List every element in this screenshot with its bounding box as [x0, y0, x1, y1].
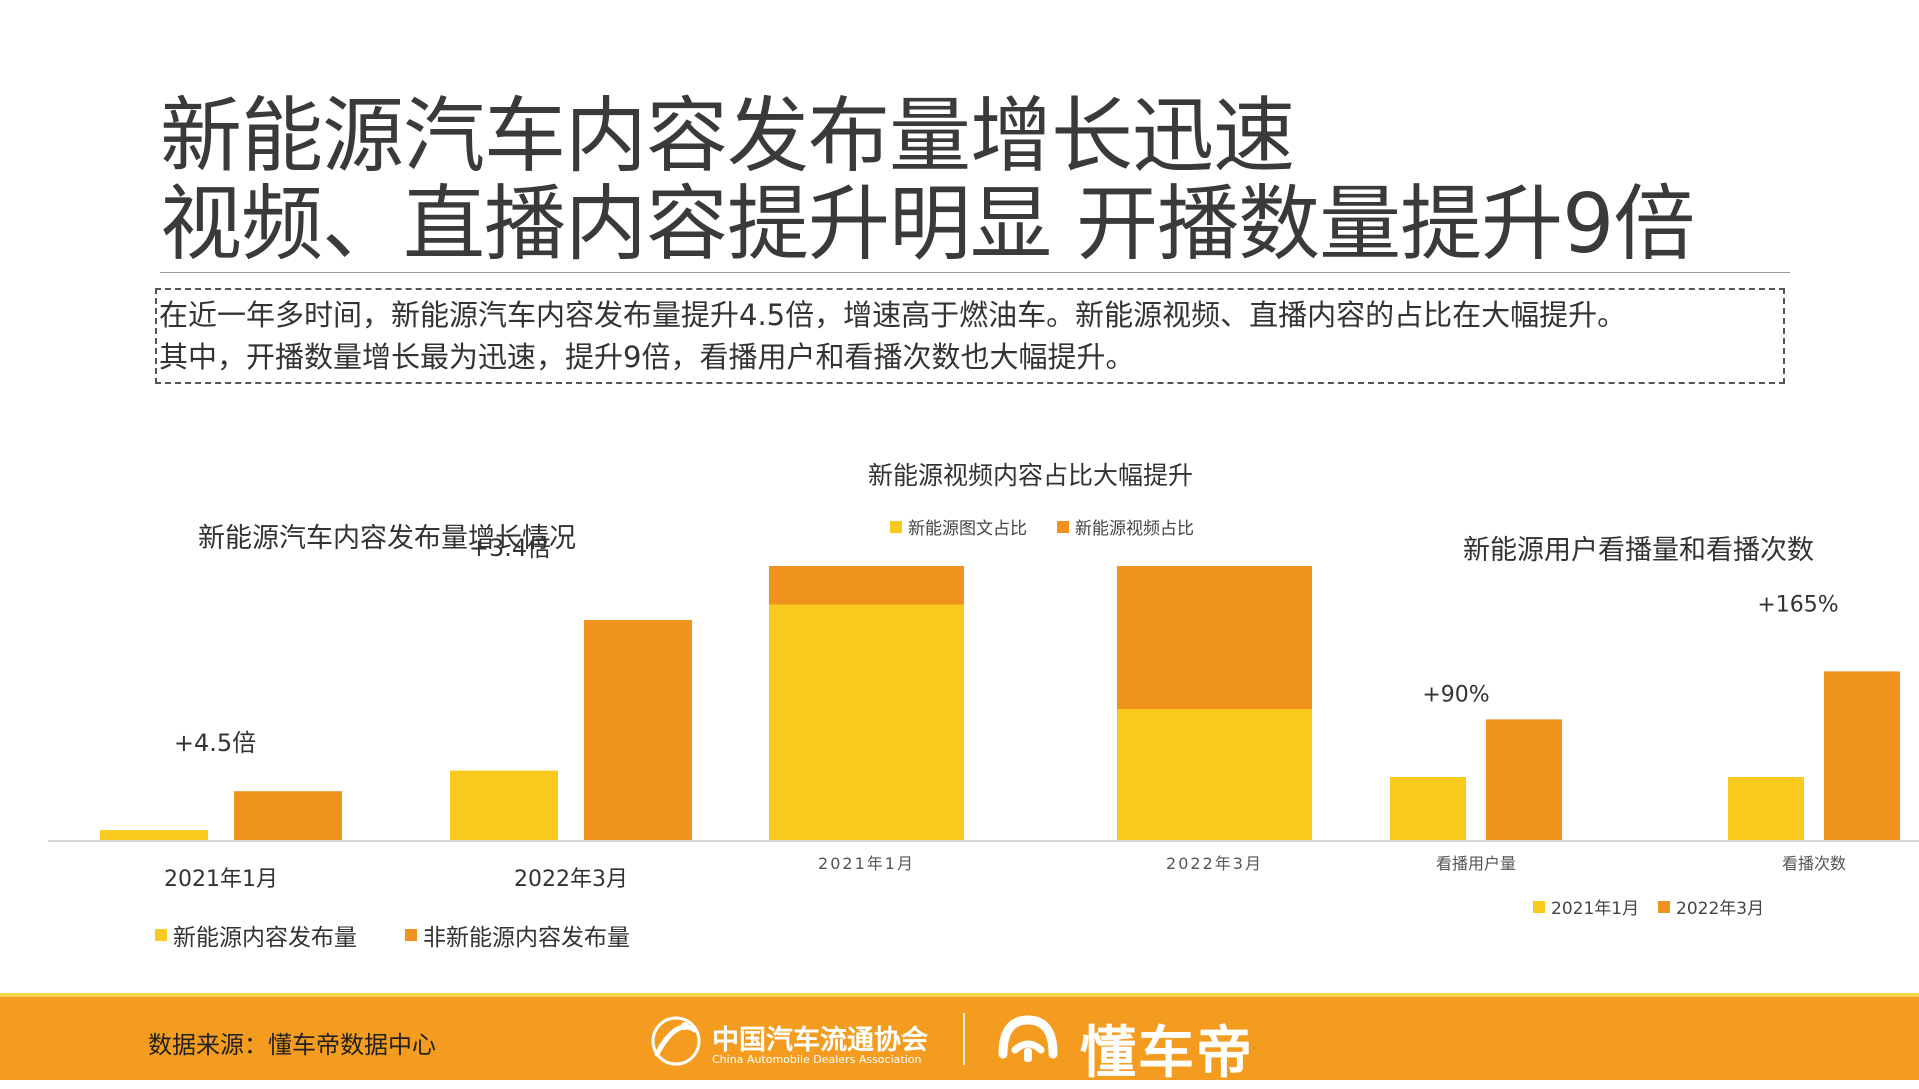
chart1-bar-1-1: [584, 620, 692, 841]
chart1-bar-1-0: [450, 770, 558, 841]
chart1-category-label: 2021年1月: [164, 867, 278, 892]
chart2-bar-0-1: [769, 566, 964, 605]
chart3-growth-label: +90%: [1422, 682, 1489, 707]
chart1-growth-label: +3.4倍: [469, 534, 551, 562]
chart3-bar-0-0: [1390, 777, 1466, 841]
summary-line1: 在近一年多时间，新能源汽车内容发布量提升4.5倍，增速高于燃油车。新能源视频、直…: [159, 298, 1627, 332]
legend-swatch: [1057, 520, 1069, 533]
chart1-legend-item-1: 新能源内容发布量: [155, 918, 357, 952]
legend-label: 非新能源内容发布量: [423, 925, 630, 951]
chart3-title: 新能源用户看播量和看播次数: [1463, 535, 1814, 566]
chart3-bar-1-0: [1728, 777, 1804, 841]
summary-line2: 其中，开播数量增长最为迅速，提升9倍，看播用户和看播次数也大幅提升。: [159, 340, 1135, 374]
chart3-category-label: 看播次数: [1782, 854, 1846, 873]
chart3-category-label: 看播用户量: [1436, 854, 1516, 873]
page-title-line1: 新能源汽车内容发布量增长迅速: [160, 89, 1295, 184]
brand-name: 懂车帝: [1080, 1021, 1254, 1086]
chart1-category-label: 2022年3月: [514, 867, 628, 892]
chart3-legend-item-1: 2021年1月: [1533, 894, 1639, 919]
legend-swatch: [890, 520, 902, 533]
charts-canvas: 2021年1月 +4.5倍 2022年3月 +3.4倍 2021年1月 2022年3月 看播…: [48, 534, 1919, 892]
chart2-legend-item-2: 新能源视频占比: [1057, 514, 1194, 539]
chart3-bar-0-1: [1486, 719, 1562, 841]
chart1-legend-item-2: 非新能源内容发布量: [405, 918, 630, 952]
footer-bar: [0, 997, 1919, 1080]
chart2-legend-item-1: 新能源图文占比: [890, 514, 1027, 539]
cada-english-name: China Automobile Dealers Association: [712, 1053, 922, 1066]
chart2-bar-0-0: [769, 604, 964, 841]
chart2-title: 新能源视频内容占比大幅提升: [868, 461, 1194, 490]
legend-label: 2021年1月: [1551, 899, 1640, 919]
cada-name: 中国汽车流通协会: [712, 1025, 928, 1056]
chart3-growth-label: +165%: [1757, 592, 1838, 617]
chart2-category-label: 2021年1月: [818, 854, 915, 873]
chart3-legend-item-2: 2022年3月: [1658, 894, 1764, 919]
legend-label: 新能源视频占比: [1075, 519, 1194, 539]
title-divider: [160, 272, 1790, 273]
chart3-bar-1-1: [1824, 671, 1900, 841]
logo-divider: [963, 1013, 965, 1065]
footer-accent-line: [0, 993, 1919, 997]
chart1-growth-label: +4.5倍: [174, 729, 256, 757]
legend-swatch: [1658, 900, 1670, 913]
cada-logo-icon: [651, 1016, 701, 1066]
legend-swatch: [405, 929, 417, 941]
legend-swatch: [1533, 900, 1545, 913]
data-source: 数据来源：懂车帝数据中心: [148, 1031, 436, 1059]
legend-swatch: [155, 929, 167, 941]
chart2-category-label: 2022年3月: [1166, 854, 1263, 873]
chart1-bar-0-1: [234, 791, 342, 841]
legend-label: 新能源图文占比: [908, 519, 1027, 539]
chart1-title: 新能源汽车内容发布量增长情况: [198, 523, 576, 554]
chart1-bar-0-0: [100, 830, 208, 841]
legend-label: 2022年3月: [1676, 899, 1765, 919]
chart2-bar-1-1: [1117, 566, 1312, 709]
summary-box: 在近一年多时间，新能源汽车内容发布量提升4.5倍，增速高于燃油车。新能源视频、直…: [155, 288, 1785, 384]
legend-label: 新能源内容发布量: [173, 925, 357, 951]
page-title-line2: 视频、直播内容提升明显 开播数量提升9倍: [160, 177, 1695, 272]
dongchedi-logo-icon: [998, 1015, 1058, 1062]
chart2-bar-1-0: [1117, 709, 1312, 841]
